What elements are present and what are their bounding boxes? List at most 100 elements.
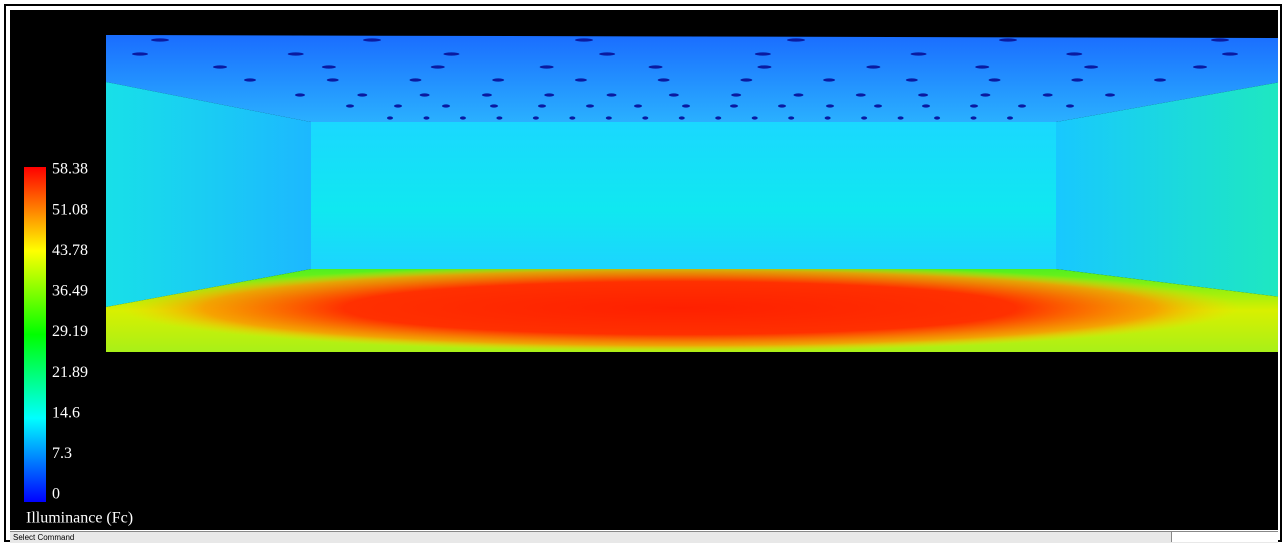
light-spot <box>678 116 685 120</box>
scale-label: 29.19 <box>52 323 88 340</box>
light-spot <box>826 104 834 108</box>
light-spot <box>988 78 1001 82</box>
light-spot <box>668 93 679 97</box>
light-spot <box>922 104 930 108</box>
light-spot <box>599 52 616 56</box>
light-spot <box>287 52 304 56</box>
light-spot <box>132 52 148 56</box>
light-spot <box>1066 52 1083 56</box>
light-spot <box>1193 65 1207 69</box>
light-spot <box>793 93 804 97</box>
scale-label: 43.78 <box>52 242 88 259</box>
scale-label: 7.3 <box>52 445 72 462</box>
light-spot <box>1084 65 1099 69</box>
light-spot <box>787 38 805 42</box>
light-spot <box>544 93 555 97</box>
light-spot <box>754 52 771 56</box>
light-spot <box>634 104 642 108</box>
right-wall <box>1056 82 1281 297</box>
light-spot <box>918 93 929 97</box>
light-spot <box>731 93 742 97</box>
light-spot <box>970 104 978 108</box>
light-spot <box>326 78 339 82</box>
light-spot <box>975 65 990 69</box>
light-spot <box>538 104 546 108</box>
ceiling <box>106 35 1281 122</box>
light-spot <box>1042 93 1053 97</box>
viewport: 58.38 51.08 43.78 36.49 29.19 21.89 14.6 7.3 0 Il… <box>10 10 1281 530</box>
back-wall <box>311 122 1056 269</box>
light-spot <box>569 116 576 120</box>
light-spot <box>682 104 690 108</box>
light-spot <box>730 104 738 108</box>
status-field <box>1171 532 1278 542</box>
light-spot <box>442 104 450 108</box>
light-spot <box>642 116 649 120</box>
scale-label: 21.89 <box>52 364 88 381</box>
color-scale <box>24 167 46 502</box>
light-spot <box>657 78 670 82</box>
light-spot <box>715 116 722 120</box>
light-spot <box>443 52 460 56</box>
render-view: 58.38 51.08 43.78 36.49 29.19 21.89 14.6 7.3 0 Il… <box>24 35 1281 527</box>
light-spot <box>357 93 368 97</box>
light-spot <box>1222 52 1238 56</box>
light-spot <box>999 38 1017 42</box>
scale-label: 58.38 <box>52 161 88 178</box>
light-spot <box>586 104 594 108</box>
light-spot <box>1105 93 1115 97</box>
light-spot <box>788 116 795 120</box>
light-spot <box>970 116 977 120</box>
light-spot <box>496 116 503 120</box>
light-spot <box>866 65 881 69</box>
light-spot <box>740 78 753 82</box>
floor-hotspot <box>120 269 1240 352</box>
light-spot <box>419 93 430 97</box>
light-spot <box>575 38 593 42</box>
light-spot <box>823 78 836 82</box>
status-text: Select Command <box>13 533 75 542</box>
light-spot <box>387 116 393 120</box>
light-spot <box>423 116 430 120</box>
light-spot <box>606 93 617 97</box>
light-spot <box>1211 38 1229 42</box>
light-spot <box>648 65 663 69</box>
light-spot <box>1018 104 1026 108</box>
scale-title: Illuminance (Fc) <box>26 510 133 527</box>
light-spot <box>861 116 868 120</box>
ceiling-lights <box>132 38 1238 120</box>
light-spot <box>244 78 256 82</box>
light-spot <box>874 104 882 108</box>
light-spot <box>363 38 381 42</box>
light-spot <box>539 65 554 69</box>
light-spot <box>757 65 772 69</box>
scale-label: 0 <box>52 486 60 503</box>
light-spot <box>151 38 169 42</box>
light-spot <box>980 93 991 97</box>
light-spot <box>1007 116 1013 120</box>
light-spot <box>295 93 305 97</box>
light-spot <box>778 104 786 108</box>
light-spot <box>751 116 758 120</box>
light-spot <box>394 104 402 108</box>
light-spot <box>934 116 941 120</box>
light-spot <box>905 78 918 82</box>
light-spot <box>574 78 587 82</box>
light-spot <box>897 116 904 120</box>
light-spot <box>1154 78 1166 82</box>
scale-label: 14.6 <box>52 404 80 421</box>
light-spot <box>459 116 466 120</box>
status-bar: Select Command <box>10 531 1278 543</box>
light-spot <box>1066 104 1074 108</box>
light-spot <box>430 65 445 69</box>
light-spot <box>321 65 336 69</box>
light-spot <box>490 104 498 108</box>
window: 58.38 51.08 43.78 36.49 29.19 21.89 14.6 7.3 0 Il… <box>4 4 1282 543</box>
light-spot <box>492 78 505 82</box>
scale-label: 36.49 <box>52 283 88 300</box>
light-spot <box>481 93 492 97</box>
light-spot <box>824 116 831 120</box>
left-wall <box>106 82 311 307</box>
light-spot <box>346 104 354 108</box>
light-spot <box>532 116 539 120</box>
